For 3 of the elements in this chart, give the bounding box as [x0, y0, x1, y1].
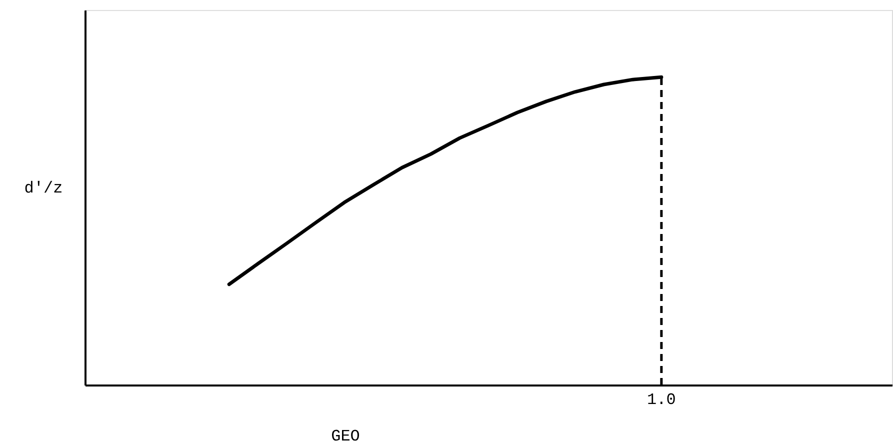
- x-axis-title: GEO: [331, 428, 360, 446]
- text: 1.0: [647, 391, 676, 409]
- y-axis-title: d'/z: [24, 180, 63, 198]
